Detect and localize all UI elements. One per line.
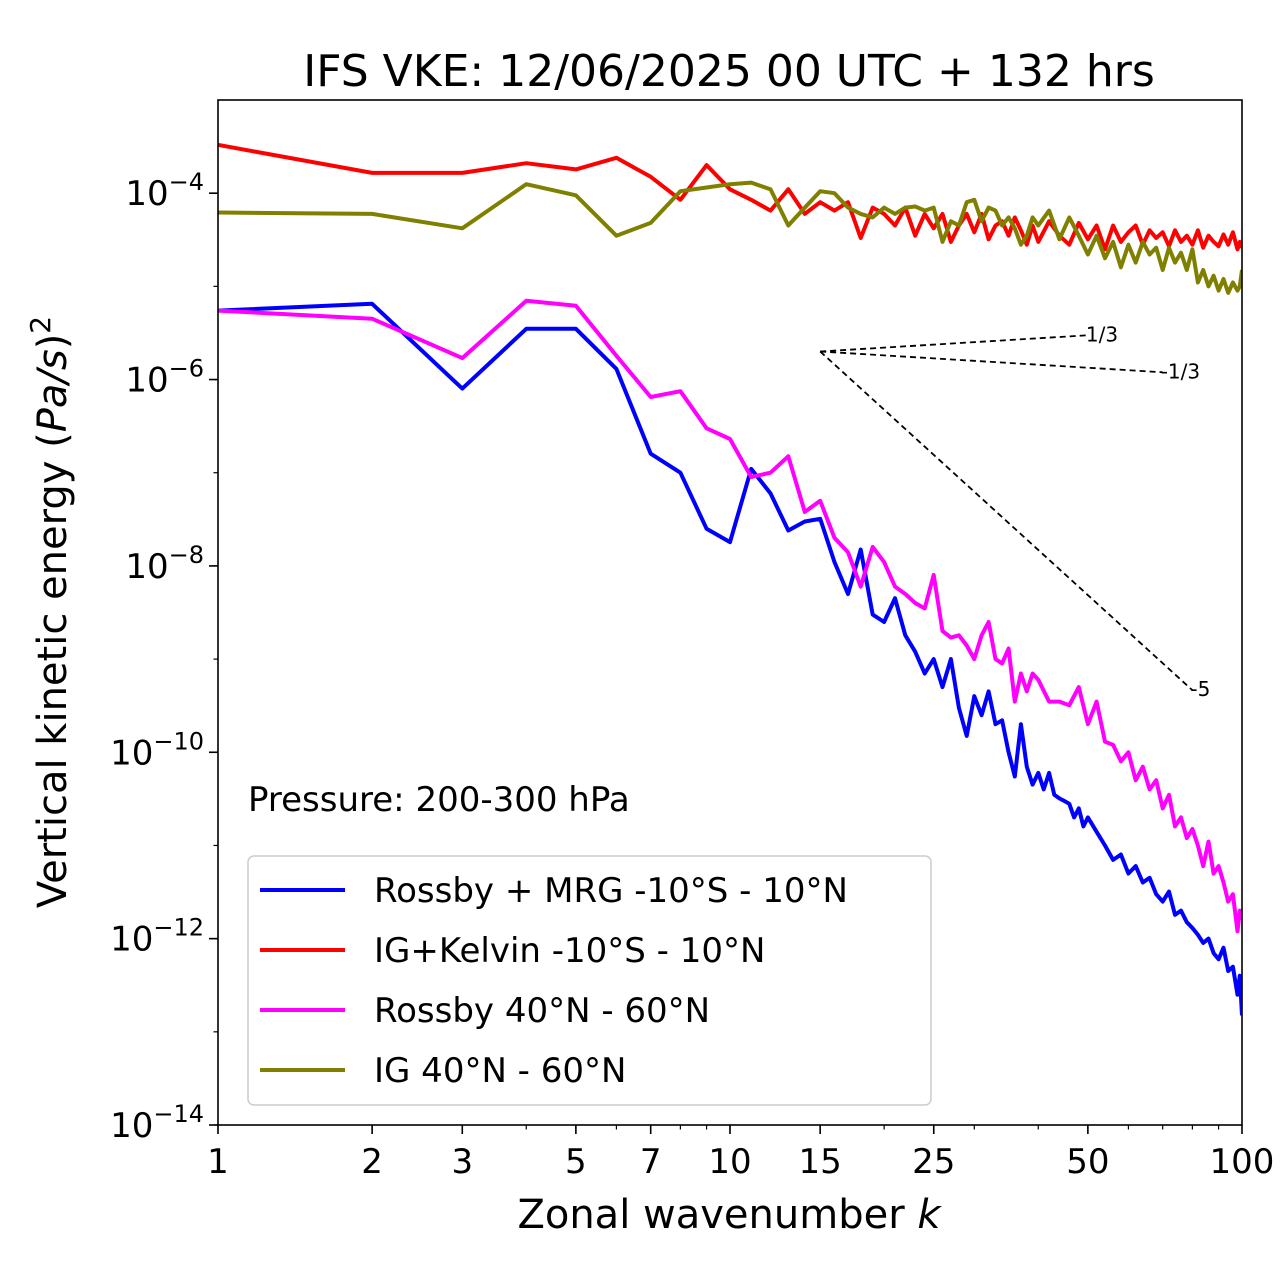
x-tick-label: 50 bbox=[1066, 1142, 1109, 1182]
x-axis-label-var: k bbox=[917, 1192, 942, 1238]
reference-slope-line bbox=[820, 334, 1088, 353]
x-axis-ticks: 1 2 3 5 7 10 15 25 50 100 bbox=[207, 1125, 1274, 1182]
y-tick-label: 10−6 bbox=[125, 355, 204, 401]
y-tick-label: 10−8 bbox=[125, 541, 204, 587]
x-tick-label: 100 bbox=[1210, 1142, 1275, 1182]
y-axis-label-var: Pa/s bbox=[30, 349, 76, 432]
x-tick-label: 7 bbox=[640, 1142, 662, 1182]
y-tick-label: 10−4 bbox=[125, 168, 204, 214]
y-axis-label-main: Vertical kinetic energy ( bbox=[30, 432, 76, 908]
reference-slope-label: -1/3 bbox=[1161, 359, 1200, 383]
y-tick-base: 10 bbox=[110, 920, 153, 960]
y-tick-exponent: −10 bbox=[153, 727, 204, 755]
y-tick-base: 10 bbox=[110, 1106, 153, 1146]
plot-frame bbox=[217, 99, 1243, 1126]
y-axis-label: Vertical kinetic energy (Pa/s)2 bbox=[24, 316, 76, 908]
y-tick-label: 10−14 bbox=[110, 1100, 204, 1146]
legend-label: Rossby 40°N - 60°N bbox=[374, 991, 710, 1031]
reference-slope-line bbox=[820, 350, 1163, 374]
y-tick-exponent: −6 bbox=[169, 355, 204, 383]
x-tick-label: 25 bbox=[912, 1142, 955, 1182]
y-tick-base: 10 bbox=[110, 733, 153, 773]
legend-label: Rossby + MRG -10°S - 10°N bbox=[374, 871, 848, 911]
series-layer bbox=[218, 142, 1242, 1016]
x-axis-label: Zonal wavenumber k bbox=[517, 1192, 942, 1238]
x-tick-label: 10 bbox=[708, 1142, 751, 1182]
y-tick-exponent: −12 bbox=[153, 914, 204, 942]
x-tick-label: 5 bbox=[565, 1142, 587, 1182]
reference-slopes: 1/3 -1/3 -5 bbox=[819, 322, 1210, 701]
series-line bbox=[218, 298, 1242, 934]
legend: Rossby + MRG -10°S - 10°N IG+Kelvin -10°S… bbox=[247, 855, 932, 1106]
y-tick-exponent: −4 bbox=[169, 168, 204, 196]
y-tick-base: 10 bbox=[125, 361, 168, 401]
y-tick-exponent: −8 bbox=[169, 541, 204, 569]
y-tick-base: 10 bbox=[125, 174, 168, 214]
pressure-annotation: Pressure: 200-300 hPa bbox=[248, 780, 630, 820]
y-tick-exponent: −14 bbox=[153, 1100, 204, 1128]
y-tick-base: 10 bbox=[125, 547, 168, 587]
reference-slope-label: 1/3 bbox=[1086, 322, 1118, 346]
series-line bbox=[218, 142, 1242, 252]
y-tick-label: 10−10 bbox=[110, 727, 204, 773]
series-line bbox=[218, 301, 1242, 1016]
reference-slope-line bbox=[819, 350, 1193, 691]
x-tick-label: 3 bbox=[451, 1142, 473, 1182]
chart-title: IFS VKE: 12/06/2025 00 UTC + 132 hrs bbox=[303, 46, 1155, 97]
legend-box bbox=[247, 855, 932, 1106]
legend-label: IG+Kelvin -10°S - 10°N bbox=[374, 931, 765, 971]
y-axis-label-exp: 2 bbox=[24, 316, 57, 334]
y-tick-label: 10−12 bbox=[110, 914, 204, 960]
x-tick-label: 15 bbox=[799, 1142, 842, 1182]
x-tick-label: 1 bbox=[207, 1142, 229, 1182]
y-axis-label-close: ) bbox=[30, 334, 76, 350]
reference-slope-label: -5 bbox=[1190, 677, 1210, 701]
series-line bbox=[218, 180, 1242, 295]
x-tick-label: 2 bbox=[361, 1142, 383, 1182]
legend-label: IG 40°N - 60°N bbox=[374, 1051, 626, 1091]
x-axis-label-main: Zonal wavenumber bbox=[517, 1192, 917, 1238]
